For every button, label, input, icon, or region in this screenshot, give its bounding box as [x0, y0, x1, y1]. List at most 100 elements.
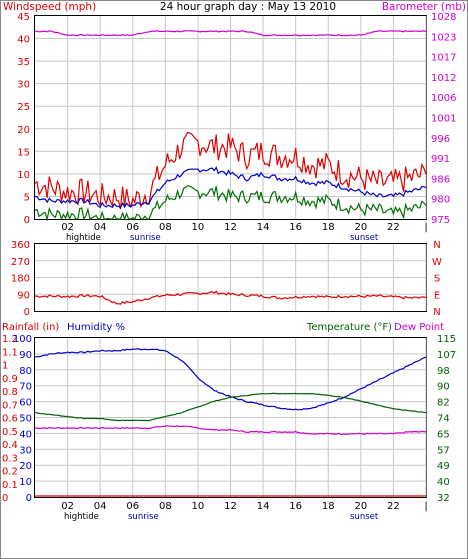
series-wind-low — [34, 184, 427, 222]
x-tick-label: 06 — [126, 222, 139, 233]
x-tick-label: 22 — [387, 501, 400, 512]
direction-tick-label: 270 — [11, 257, 30, 268]
barometer-tick-label: 1028 — [431, 12, 456, 23]
temperature-tick-label: 107 — [437, 350, 456, 361]
rainfall-tick-label: 1.1 — [2, 347, 18, 358]
x-tick-label: 12 — [224, 501, 237, 512]
humidity-tick-label: 20 — [19, 461, 32, 472]
rainfall-tick-label: 1.2 — [2, 334, 18, 345]
barometer-tick-label: 986 — [431, 174, 450, 185]
dewpoint-axis-label: Dew Point — [394, 322, 444, 333]
x-tick-label: 18 — [322, 501, 335, 512]
x-tick-label: 08 — [159, 501, 172, 512]
windspeed-tick-label: 30 — [17, 80, 30, 91]
windspeed-tick-label: 0 — [24, 215, 30, 226]
rainfall-tick-label: 1 — [2, 361, 8, 372]
humidity-tick-label: 90 — [19, 350, 32, 361]
temperature-tick-label: 90 — [437, 382, 450, 393]
barometer-tick-label: 1006 — [431, 93, 456, 104]
panel-temp-grid — [35, 338, 427, 497]
barometer-tick-label: 1017 — [431, 53, 456, 64]
direction-tick-label: 90 — [17, 290, 30, 301]
panel-temp-x-ticks: 02 04 06 08 10 12 14 16 18 20 22 | — [61, 501, 427, 512]
sunrise-label-bottom: sunrise — [128, 512, 159, 522]
rainfall-tick-label: 0.2 — [2, 467, 18, 478]
temperature-tick-label: 49 — [437, 461, 450, 472]
direction-tick-label: 360 — [11, 240, 30, 251]
panel-wind-tick-labels: 45 40 35 30 25 20 15 10 5 0 1028 1023 1017 1012 1006 10… — [17, 12, 456, 226]
hightide-label-bottom: hightide — [64, 512, 99, 522]
panel-temp-tick-labels: 1.21.110.90.80.70.60.50.40.30.20.1010090… — [2, 334, 456, 504]
compass-tick-label: W — [432, 257, 442, 268]
humidity-tick-label: 70 — [19, 382, 32, 393]
barometer-tick-label: 1012 — [431, 73, 456, 84]
sunset-label-top: sunset — [350, 233, 379, 243]
windspeed-tick-label: 10 — [17, 170, 30, 181]
panel-wind-x-ticks: 02 04 06 08 10 12 14 16 18 20 22 | — [61, 222, 427, 233]
humidity-tick-label: 0 — [26, 493, 32, 504]
series-wind-direction — [34, 290, 427, 305]
hightide-label-top: hightide — [66, 233, 101, 243]
panel-direction-series — [34, 290, 427, 305]
compass-tick-label: S — [434, 274, 440, 285]
humidity-tick-label: 50 — [19, 414, 32, 425]
rainfall-tick-label: 0.8 — [2, 387, 18, 398]
humidity-axis-label: Humidity % — [67, 322, 125, 333]
windspeed-tick-label: 40 — [17, 35, 30, 46]
x-tick-label: 10 — [192, 501, 205, 512]
temperature-tick-label: 65 — [437, 429, 450, 440]
windspeed-tick-label: 15 — [17, 147, 30, 158]
direction-tick-label: 180 — [11, 274, 30, 285]
x-tick-label: 20 — [354, 501, 367, 512]
x-tick-label: 12 — [224, 222, 237, 233]
panel-wind-grid — [35, 16, 427, 219]
barometer-tick-label: 996 — [431, 134, 450, 145]
rainfall-tick-label: 0.1 — [2, 480, 18, 491]
compass-tick-label: E — [434, 290, 440, 301]
windspeed-axis-label: Windspeed (mph) — [3, 1, 96, 13]
compass-tick-label: N — [433, 240, 440, 251]
rainfall-tick-label: 0.5 — [2, 427, 18, 438]
humidity-tick-label: 80 — [19, 366, 32, 377]
panel-temp-series — [34, 348, 427, 497]
x-tick-label: 16 — [289, 222, 302, 233]
temperature-tick-label: 32 — [437, 493, 450, 504]
humidity-tick-label: 30 — [19, 445, 32, 456]
series-wind-average — [34, 166, 427, 209]
barometer-tick-label: 975 — [431, 215, 450, 226]
temperature-tick-label: 98 — [437, 366, 450, 377]
x-tick-label: 14 — [257, 222, 270, 233]
temperature-tick-label: 40 — [437, 477, 450, 488]
panel-wind-series — [34, 30, 427, 222]
humidity-tick-label: 10 — [19, 477, 32, 488]
series-wind-gust — [34, 131, 427, 210]
chart-title: 24 hour graph day : May 13 2010 — [160, 1, 336, 13]
temperature-tick-label: 74 — [437, 414, 450, 425]
barometer-tick-label: 980 — [431, 195, 450, 206]
x-tick-end-marker: | — [424, 501, 427, 512]
barometer-tick-label: 1001 — [431, 114, 456, 125]
temperature-axis-label: Temperature (°F) — [306, 322, 392, 333]
humidity-tick-label: 60 — [19, 398, 32, 409]
temperature-tick-label: 115 — [437, 334, 456, 345]
x-tick-label: 22 — [387, 222, 400, 233]
series-barometer — [35, 30, 427, 37]
temperature-tick-label: 57 — [437, 445, 450, 456]
rainfall-tick-label: 0.6 — [2, 414, 18, 425]
series-temperature — [34, 392, 427, 422]
x-tick-label: 20 — [354, 222, 367, 233]
x-tick-label: 16 — [289, 501, 302, 512]
windspeed-tick-label: 5 — [24, 192, 30, 203]
x-tick-label: 04 — [94, 222, 107, 233]
humidity-tick-label: 40 — [19, 429, 32, 440]
sunset-label-bottom: sunset — [350, 512, 379, 522]
series-dew-point — [35, 425, 427, 435]
barometer-tick-label: 1023 — [431, 32, 456, 43]
rainfall-tick-label: 0.3 — [2, 453, 18, 464]
humidity-tick-label: 100 — [13, 334, 32, 345]
temperature-tick-label: 82 — [437, 398, 450, 409]
